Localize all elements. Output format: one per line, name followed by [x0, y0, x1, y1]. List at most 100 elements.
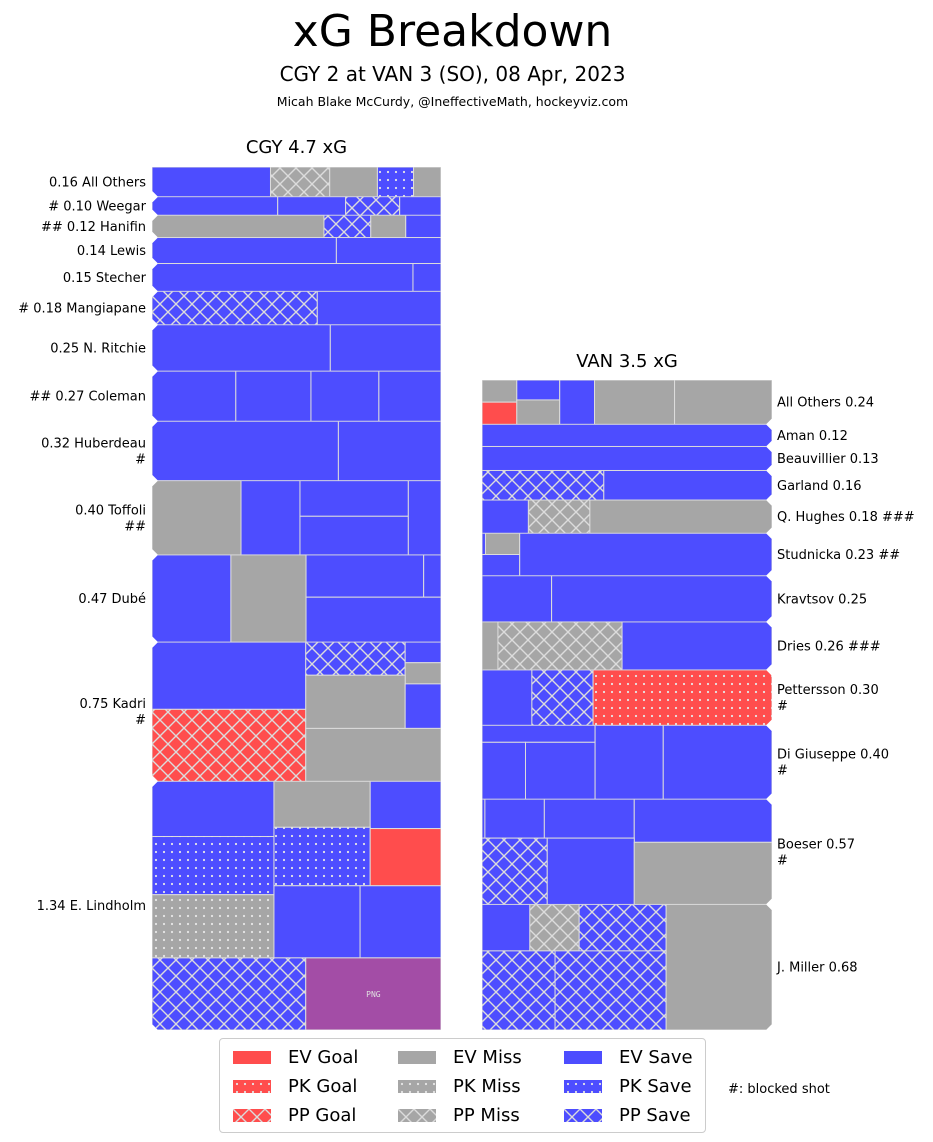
shot-pp-save-pattern: [579, 904, 667, 951]
shot-pp-save-pattern: [152, 957, 306, 1030]
shot-ev-save: [482, 500, 529, 534]
shot-ev-miss: [674, 380, 772, 425]
shot-ev-save: [594, 725, 664, 800]
shot-ev-save: [316, 291, 441, 325]
player-row-van-10: Boeser 0.57#: [482, 799, 855, 905]
shot-ev-save: [299, 515, 409, 555]
legend-label: PP Miss: [453, 1104, 520, 1126]
shot-pk-goal-pattern: [593, 669, 772, 726]
shot-pp-miss-pattern: [529, 904, 580, 951]
shot-ev-save: [662, 725, 772, 800]
chart-subtitle: CGY 2 at VAN 3 (SO), 08 Apr, 2023: [279, 62, 626, 86]
player-label: #: [777, 853, 788, 868]
player-label: Dries 0.26 ###: [777, 639, 881, 654]
player-label: 0.40 Toffoli: [75, 503, 146, 518]
shot-ev-save: [482, 424, 772, 447]
shot-ev-save: [423, 554, 441, 598]
player-label: 1.34 E. Lindholm: [37, 899, 146, 914]
player-label: ## 0.12 Hanifin: [41, 220, 146, 235]
shot-pp-save-pattern: [482, 470, 604, 501]
shot-ev-save: [525, 741, 596, 800]
van-panel-title: VAN 3.5 xG: [576, 351, 678, 372]
shot-ev-miss: [152, 480, 242, 555]
shot-ev-save: [152, 263, 414, 292]
shot-ev-save: [482, 533, 486, 556]
shot-ev-save: [404, 683, 441, 729]
shot-ev-save: [337, 421, 441, 481]
shot-ev-miss: [665, 904, 772, 1030]
legend-item-pp-save: PP Save: [564, 1103, 691, 1127]
shot-ev-save: [399, 196, 441, 216]
legend: EV Goal PK Goal PP Goal EV Miss PK Miss PP Mi…: [219, 1038, 706, 1133]
shot-ev-save: [482, 904, 531, 952]
player-label: ## 0.27 Coleman: [29, 390, 146, 405]
player-row-van-2: Beauvillier 0.13: [482, 446, 879, 471]
chart-credit: Micah Blake McCurdy, @IneffectiveMath, h…: [276, 94, 629, 109]
legend-label: EV Save: [619, 1046, 693, 1068]
shot-ev-save: [603, 470, 772, 501]
legend-item-pp-miss: PP Miss: [398, 1103, 520, 1127]
shot-ev-save: [378, 371, 441, 422]
legend-item-ev-save: EV Save: [564, 1045, 693, 1069]
legend-label: PK Miss: [453, 1075, 521, 1097]
legend-item-ev-miss: EV Miss: [398, 1045, 522, 1069]
shot-ev-miss: [594, 380, 676, 425]
shot-ev-save: [519, 533, 772, 576]
shot-ev-save: [407, 480, 441, 555]
player-row-cgy-1: # 0.10 Weegar: [48, 196, 441, 216]
player-row-van-11: J. Miller 0.68: [482, 904, 858, 1030]
player-label: Studnicka 0.23 ##: [777, 548, 900, 563]
player-label: ##: [124, 519, 146, 534]
shot-pk-save-pattern: [273, 827, 371, 886]
cgy-panel-title: CGY 4.7 xG: [245, 137, 348, 158]
shot-ev-save: [305, 596, 441, 643]
shot-pp-save-pattern: [323, 215, 371, 238]
legend-swatch: [564, 1050, 602, 1064]
player-row-cgy-8: 0.32 Huberdeau#: [41, 421, 441, 481]
shot-ev-miss: [633, 841, 772, 905]
legend-label: PK Goal: [288, 1075, 358, 1097]
shot-pp-save-pattern: [305, 642, 406, 676]
player-label: Boeser 0.57: [777, 837, 855, 852]
shot-ev-save: [277, 196, 347, 216]
shot-pp-save-pattern: [345, 196, 400, 216]
shot-pp-miss-pattern: [497, 621, 623, 670]
shot-ev-miss: [516, 399, 561, 425]
legend-label: PK Save: [619, 1075, 692, 1097]
player-label: 0.15 Stecher: [63, 271, 147, 286]
player-label: All Others 0.24: [777, 396, 874, 411]
shot-ev-save: [310, 371, 380, 422]
shot-pp-save-pattern: [482, 950, 556, 1030]
shot-ev-save: [482, 446, 772, 471]
shot-pp-miss-pattern: [270, 167, 330, 197]
player-row-van-1: Aman 0.12: [482, 424, 848, 447]
legend-swatch: [233, 1108, 271, 1122]
shot-pp-save-pattern: [482, 838, 548, 905]
legend-label: PP Save: [619, 1104, 691, 1126]
shot-ev-save: [412, 263, 441, 292]
shot-ev-miss: [484, 533, 521, 556]
shot-pp-save-pattern: [152, 291, 318, 325]
shot-ev-save: [404, 642, 441, 664]
player-row-cgy-0: 0.16 All Others: [49, 167, 441, 197]
player-label: # 0.18 Mangiapane: [18, 302, 146, 317]
shot-ev-save: [152, 324, 331, 372]
player-label: 0.32 Huberdeau: [41, 436, 146, 451]
player-row-cgy-9: 0.40 Toffoli##: [75, 480, 441, 555]
player-label: #: [777, 699, 788, 714]
shot-placeholder: [305, 957, 441, 1030]
shot-ev-miss: [482, 380, 518, 403]
player-row-van-6: Kravtsov 0.25: [482, 575, 867, 622]
player-label: 0.16 All Others: [49, 175, 146, 190]
legend-swatch: [233, 1050, 271, 1064]
shot-ev-save: [559, 380, 596, 425]
player-row-cgy-6: 0.25 N. Ritchie: [50, 324, 441, 372]
blocked-shot-note: #: blocked shot: [728, 1082, 830, 1097]
shot-ev-miss: [305, 674, 406, 729]
shot-ev-miss: [230, 554, 307, 643]
shot-ev-save: [482, 725, 596, 743]
shot-pk-save-pattern: [377, 167, 414, 197]
player-label: Beauvillier 0.13: [777, 452, 879, 467]
player-label: 0.47 Dubé: [78, 592, 146, 607]
legend-item-pk-goal: PK Goal: [233, 1074, 357, 1098]
